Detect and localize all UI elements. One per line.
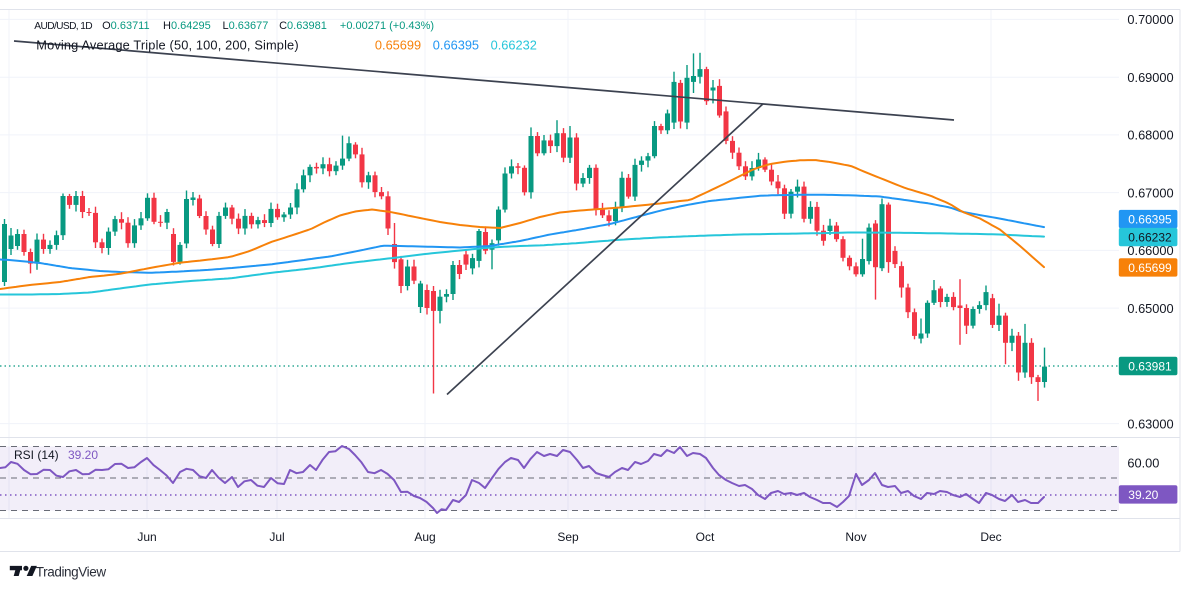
svg-text:Aug: Aug <box>414 530 435 544</box>
svg-text:0.68000: 0.68000 <box>1127 128 1173 143</box>
svg-text:0.65699: 0.65699 <box>1128 261 1172 275</box>
svg-text:0.63981: 0.63981 <box>1128 359 1172 373</box>
svg-text:60.00: 60.00 <box>1127 456 1159 471</box>
svg-text:0.66232: 0.66232 <box>491 37 537 52</box>
svg-text:0.65699: 0.65699 <box>375 37 421 52</box>
svg-text:0.66232: 0.66232 <box>1128 231 1172 245</box>
svg-text:0.66395: 0.66395 <box>1128 213 1172 227</box>
svg-text:RSI (14): RSI (14) <box>14 448 59 462</box>
svg-text:0.70000: 0.70000 <box>1127 12 1173 27</box>
svg-text:0.63000: 0.63000 <box>1127 416 1173 431</box>
svg-text:C0.63981: C0.63981 <box>279 20 327 32</box>
svg-text:Oct: Oct <box>696 530 715 544</box>
svg-text:+0.00271 (+0.43%): +0.00271 (+0.43%) <box>340 20 434 32</box>
svg-text:0.69000: 0.69000 <box>1127 70 1173 85</box>
svg-text:0.66000: 0.66000 <box>1127 243 1173 258</box>
svg-text:H0.64295: H0.64295 <box>163 20 211 32</box>
svg-text:0.66395: 0.66395 <box>433 37 479 52</box>
svg-text:0.65000: 0.65000 <box>1127 301 1173 316</box>
svg-text:Dec: Dec <box>980 530 1001 544</box>
svg-text:Jul: Jul <box>269 530 284 544</box>
svg-text:39.20: 39.20 <box>68 448 98 462</box>
svg-text:O0.63711: O0.63711 <box>102 20 150 32</box>
svg-text:39.20: 39.20 <box>1128 488 1158 502</box>
svg-text:0.67000: 0.67000 <box>1127 185 1173 200</box>
svg-text:Sep: Sep <box>557 530 579 544</box>
svg-text:Nov: Nov <box>845 530 866 544</box>
svg-text:L0.63677: L0.63677 <box>223 20 269 32</box>
svg-text:TradingView: TradingView <box>36 564 107 579</box>
svg-text:Moving Average Triple (50, 100: Moving Average Triple (50, 100, 200, Sim… <box>36 37 298 52</box>
svg-text:AUD/USD, 1D: AUD/USD, 1D <box>34 21 92 32</box>
svg-text:Jun: Jun <box>137 530 156 544</box>
